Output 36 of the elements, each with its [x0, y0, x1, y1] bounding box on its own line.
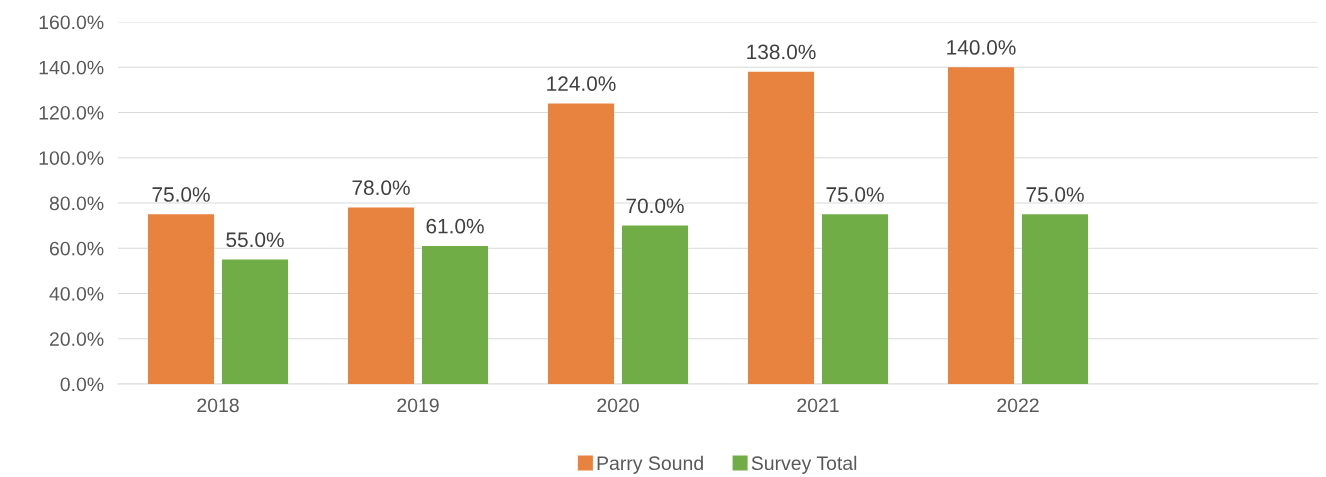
data-label: 124.0% — [547, 76, 616, 91]
bar — [548, 103, 614, 384]
data-label: 75.0% — [152, 187, 210, 202]
data-label: 75.0% — [826, 187, 884, 202]
bar — [422, 245, 488, 384]
data-label: 70.0% — [626, 198, 684, 214]
y-tick-label: 80.0% — [49, 196, 104, 211]
x-tick-label: 2018 — [197, 398, 239, 413]
bar — [1022, 214, 1088, 384]
bar — [148, 214, 214, 384]
data-label: 61.0% — [426, 218, 484, 234]
bar — [948, 67, 1014, 384]
bar — [348, 207, 414, 384]
x-tick-label: 2020 — [597, 398, 639, 413]
x-tick-label: 2022 — [997, 398, 1039, 413]
bar — [822, 214, 888, 384]
x-tick-label: 2021 — [797, 398, 839, 413]
data-label: 78.0% — [352, 180, 410, 196]
bar — [622, 225, 688, 384]
data-label: 140.0% — [947, 40, 1016, 55]
y-tick-label: 100.0% — [39, 151, 104, 165]
x-tick-label: 2019 — [397, 398, 439, 413]
y-tick-label: 120.0% — [39, 105, 104, 120]
legend-label: Survey Total — [751, 455, 857, 474]
y-tick-label: 140.0% — [39, 60, 104, 75]
y-tick-label: 0.0% — [60, 377, 104, 392]
data-label: 55.0% — [226, 232, 284, 248]
legend-label: Parry Sound — [597, 455, 703, 474]
data-label: 75.0% — [1026, 187, 1084, 202]
y-tick-label: 40.0% — [49, 286, 104, 301]
bar — [222, 259, 288, 384]
y-tick-label: 60.0% — [49, 241, 104, 256]
data-label: 138.0% — [747, 44, 816, 60]
y-tick-label: 160.0% — [39, 15, 104, 30]
bar — [748, 71, 814, 384]
y-tick-label: 20.0% — [49, 332, 104, 346]
